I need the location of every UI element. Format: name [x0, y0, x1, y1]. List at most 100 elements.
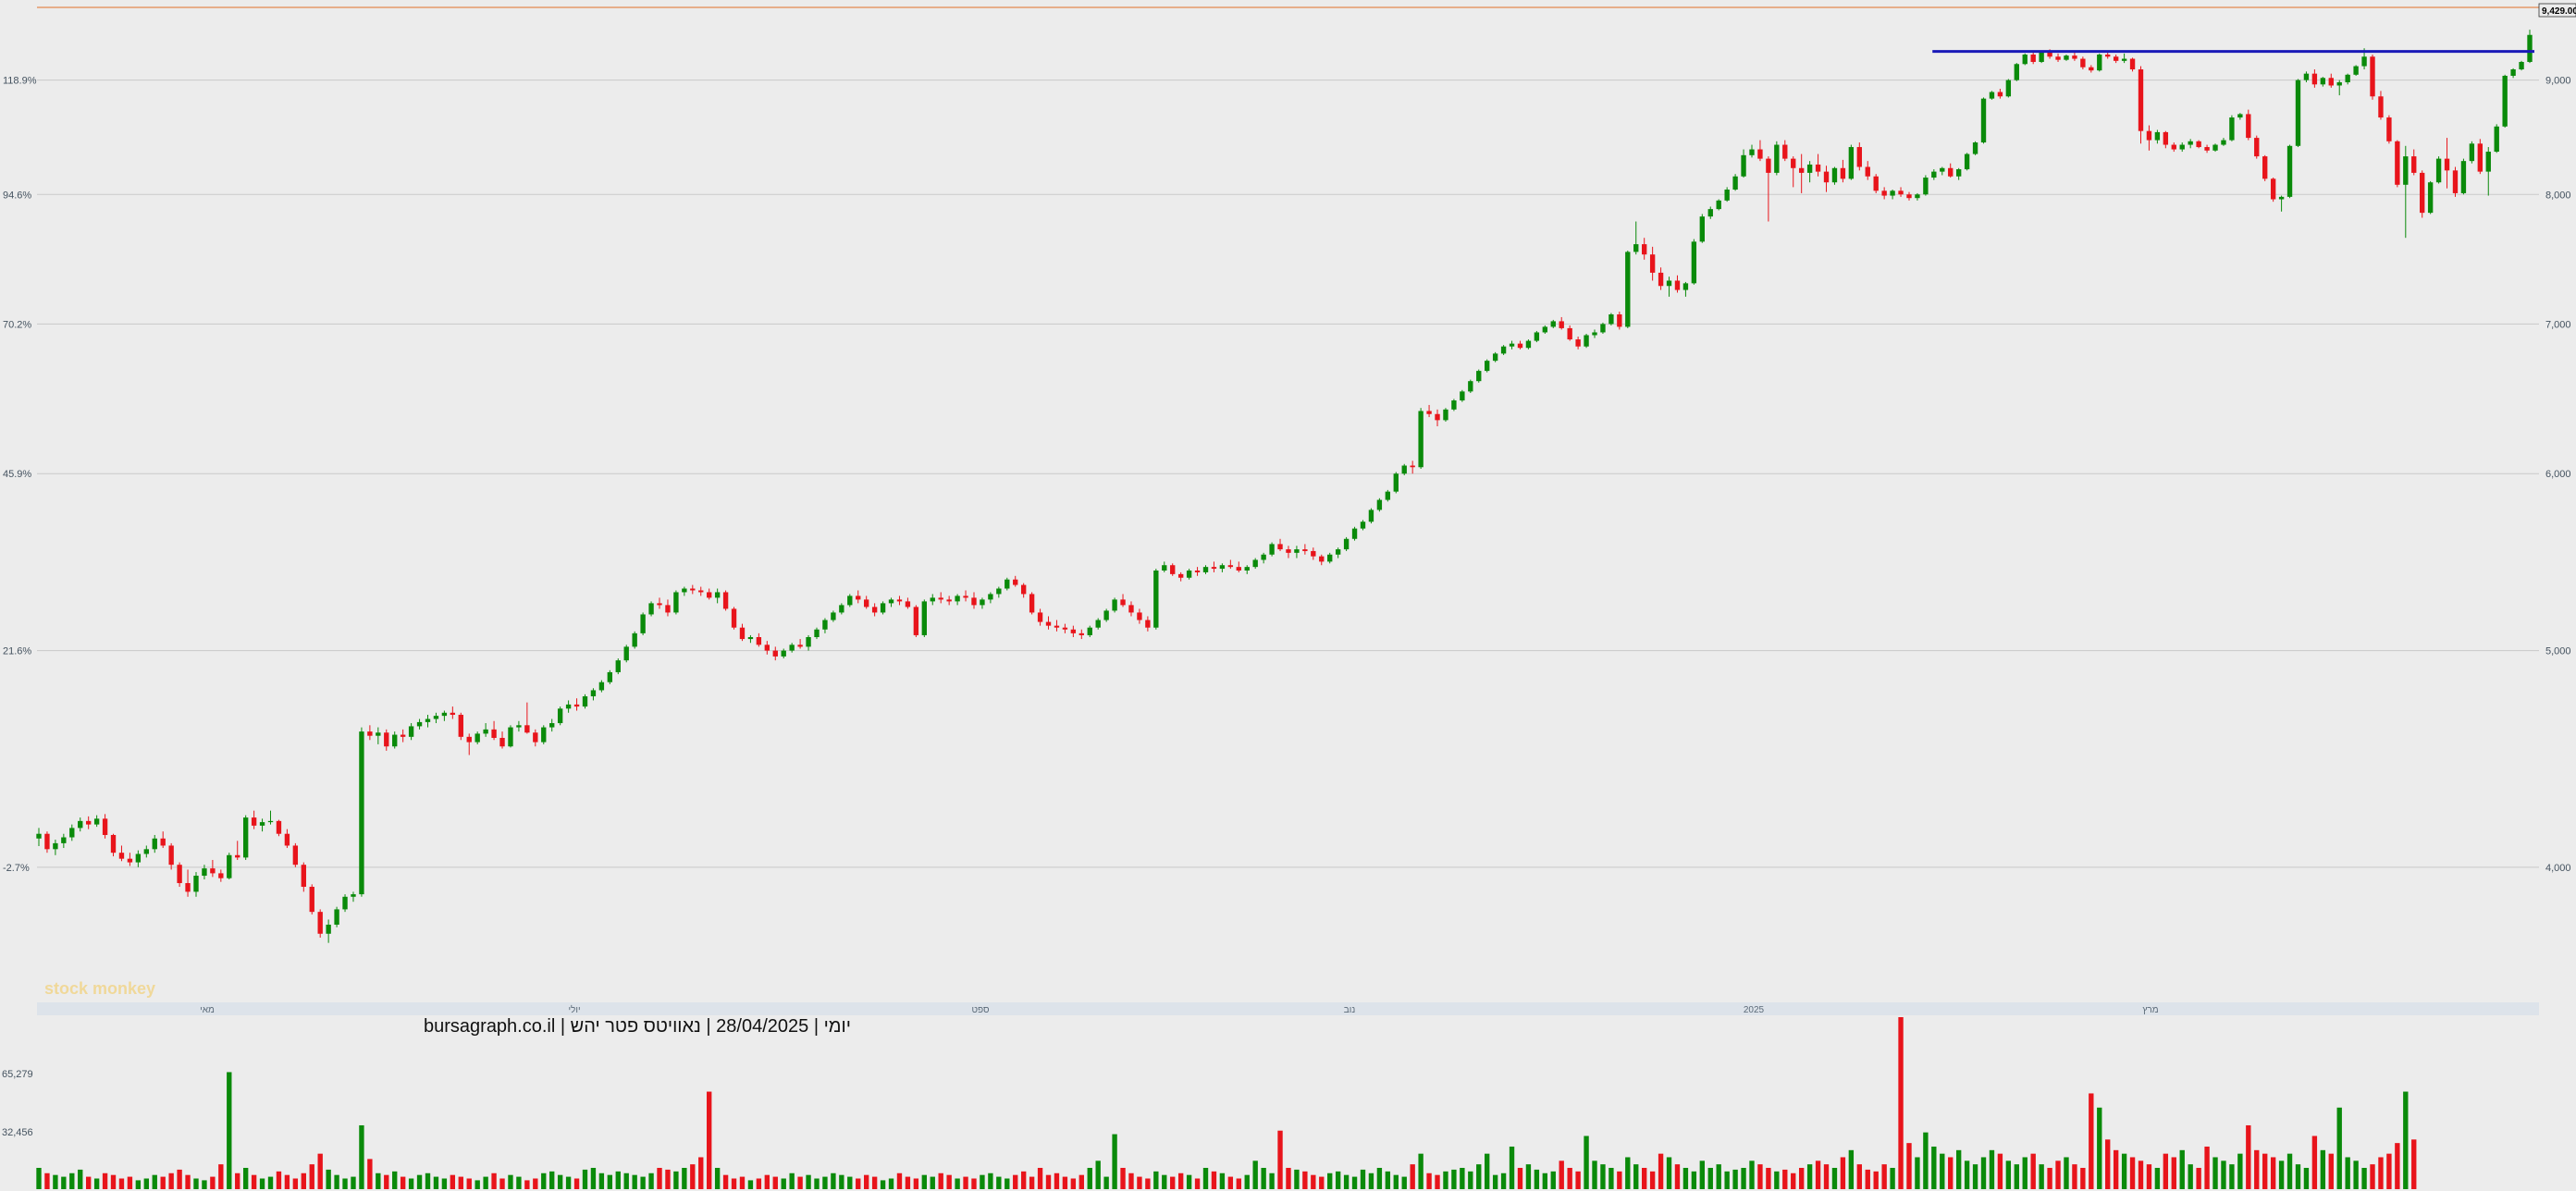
candle-body [731, 608, 737, 628]
volume-bar [905, 1176, 911, 1189]
candle-body [1492, 353, 1498, 362]
candle [1443, 408, 1448, 423]
volume-bar [1211, 1171, 1217, 1189]
candle [839, 603, 844, 615]
candle-body [1806, 164, 1813, 173]
volume-bar [2311, 1136, 2318, 1189]
candle [1335, 547, 1341, 559]
candle-body [772, 650, 778, 657]
volume-bar [1070, 1178, 1077, 1189]
candle [2460, 158, 2467, 195]
candle-body [2138, 69, 2144, 131]
volume-bar [772, 1176, 778, 1189]
volume-bar [1617, 1171, 1622, 1189]
candle-body [44, 833, 50, 850]
volume-bar [127, 1176, 133, 1189]
volume-bar [152, 1174, 157, 1189]
candle-body [392, 734, 398, 747]
candle-body [458, 715, 463, 737]
candle [880, 601, 886, 615]
volume-bar [1103, 1176, 1109, 1189]
candle-body [806, 637, 811, 647]
time-tick-label: נוב [1344, 1005, 1356, 1015]
candle [1393, 472, 1399, 494]
candle [1559, 316, 1564, 330]
candle [1054, 620, 1060, 632]
volume-bar [2229, 1164, 2235, 1189]
candle-body [1103, 610, 1109, 620]
candle-body [1517, 343, 1523, 349]
candle [284, 829, 290, 849]
candle [508, 725, 513, 748]
candle [1625, 251, 1631, 328]
volume-bar [707, 1091, 712, 1189]
candle-body [2064, 55, 2069, 60]
candle-body [1881, 190, 1887, 196]
candle [2072, 52, 2077, 61]
volume-bar [797, 1176, 803, 1189]
volume-bar [1707, 1167, 1713, 1189]
candle [640, 612, 646, 635]
candle-body [93, 818, 100, 825]
volume-bar [1964, 1160, 1970, 1189]
candle [2303, 71, 2310, 82]
candle-body [408, 726, 414, 737]
volume-bar [2188, 1164, 2193, 1189]
candle-body [1177, 573, 1184, 578]
candle-body [1013, 579, 1018, 585]
candle-body [1252, 559, 1258, 568]
candle [1865, 161, 1870, 180]
volume-bar [1898, 1017, 1904, 1189]
volume-bar [334, 1174, 339, 1189]
volume-bar [1873, 1171, 1879, 1189]
volume-bar [2129, 1157, 2136, 1189]
candle-body [913, 607, 919, 635]
candle [1343, 536, 1350, 551]
volume-bar [764, 1174, 770, 1189]
candle-body [921, 601, 927, 635]
candle [36, 828, 42, 846]
candle-body [317, 912, 323, 934]
candle [2138, 66, 2144, 144]
volume-bar [69, 1173, 75, 1189]
candle-body [2510, 69, 2516, 76]
candle-body [864, 599, 869, 608]
candle [1766, 156, 1771, 222]
axis-labels: 4,000 5,000 6,000 7,000 8,000 9,000 -2.7% 21.6%… [3, 76, 2571, 874]
candle-body [2278, 196, 2285, 200]
candle-body [1062, 627, 1068, 630]
candle [772, 646, 778, 661]
candle [1567, 325, 1572, 341]
volume-bar [2212, 1157, 2218, 1189]
candle-body [673, 592, 679, 613]
volume-bar [1823, 1164, 1830, 1189]
volume-bar [880, 1180, 886, 1189]
candle [1666, 276, 1672, 297]
candle-body [177, 865, 182, 884]
candle-body [2039, 52, 2044, 62]
candle [2188, 139, 2193, 149]
percent-tick-label: -2.7% [3, 863, 30, 874]
candle-body [284, 833, 290, 846]
volume-bar [2336, 1107, 2342, 1189]
candle [2171, 142, 2176, 153]
candle-body [2477, 143, 2484, 172]
candle-body [1856, 147, 1862, 167]
candle-body [1831, 167, 1838, 183]
candle-body [871, 607, 878, 613]
candle [590, 688, 597, 701]
candle [1831, 166, 1838, 185]
candle [292, 842, 299, 867]
candle-body [2146, 130, 2152, 141]
candle-body [657, 603, 662, 606]
volume-bar [2138, 1160, 2144, 1189]
candle [1575, 336, 1581, 350]
candle [1368, 508, 1374, 524]
candle-body [2361, 56, 2367, 67]
volume-bar [2005, 1160, 2012, 1189]
candle [1592, 329, 1597, 338]
volume-bar [2080, 1167, 2086, 1189]
volume-bar [458, 1176, 463, 1189]
candle [1211, 561, 1217, 572]
candle [1890, 190, 1895, 200]
